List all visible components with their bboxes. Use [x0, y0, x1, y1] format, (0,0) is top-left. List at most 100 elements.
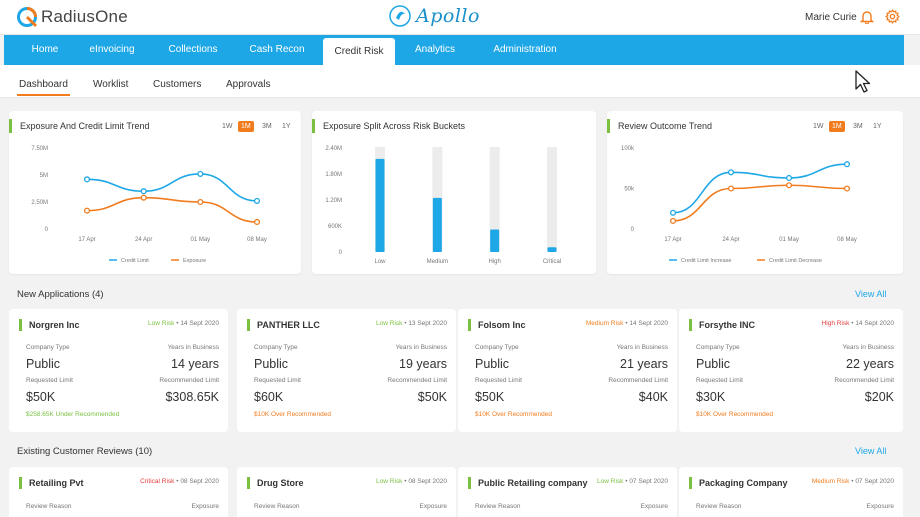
nav-einvoicing[interactable]: eInvoicing — [89, 44, 135, 55]
nav-cash-recon[interactable]: Cash Recon — [249, 44, 305, 55]
risk-date: Low Risk • 14 Sept 2020 — [148, 320, 219, 327]
range-1m[interactable]: 1M — [829, 121, 845, 132]
x-tick-label: 17 Apr — [78, 237, 95, 243]
risk-date: Low Risk • 07 Sept 2020 — [597, 478, 668, 485]
application-card[interactable]: Forsythe INC High Risk • 14 Sept 2020 Co… — [679, 309, 903, 432]
y-tick-label: 0 — [631, 227, 635, 233]
app-name: Apollo — [416, 5, 480, 27]
new-applications-title: New Applications (4) — [17, 289, 104, 300]
legend-label: Credit Limit Increase — [681, 258, 731, 264]
application-card[interactable]: PANTHER LLC Low Risk • 13 Sept 2020 Comp… — [237, 309, 456, 432]
exposure-credit-limit-card: Exposure And Credit Limit Trend 1W 1M 3M… — [9, 111, 301, 274]
review-outcome-chart: 100k 50k 0 17 Apr 24 Apr 01 May 08 May Credit L… — [621, 146, 857, 264]
data-point — [197, 198, 204, 206]
risk-badge: Low Risk — [148, 320, 175, 327]
years-label: Years in Business — [842, 344, 894, 351]
recommended-value: $20K — [864, 390, 894, 404]
company-name[interactable]: Packaging Company — [689, 477, 788, 489]
years-value: 21 years — [620, 357, 668, 371]
nav-home[interactable]: Home — [31, 44, 59, 55]
new-applications-view-all-link[interactable]: View All — [855, 289, 887, 299]
date: 08 Sept 2020 — [408, 478, 447, 485]
requested-value: $50K — [475, 390, 505, 404]
series-line — [86, 196, 258, 223]
radiusone-logo-icon — [17, 7, 38, 28]
range-1w[interactable]: 1W — [813, 123, 824, 130]
review-card[interactable]: Public Retailing company Low Risk • 07 S… — [458, 467, 677, 517]
risk-badge: Medium Risk — [811, 478, 850, 485]
range-1y[interactable]: 1Y — [873, 123, 882, 130]
bar — [490, 229, 500, 252]
y-tick-label: 0 — [339, 250, 343, 256]
review-reason-label: Review Reason — [254, 503, 300, 510]
range-1w[interactable]: 1W — [222, 123, 233, 130]
nav-collections[interactable]: Collections — [168, 44, 218, 55]
y-tick-label: 7.50M — [31, 146, 48, 152]
x-tick-label: 01 May — [190, 237, 210, 243]
nav-analytics[interactable]: Analytics — [414, 44, 455, 55]
nav-administration[interactable]: Administration — [493, 44, 557, 55]
company-type-label: Company Type — [475, 344, 519, 351]
y-tick-label: 600K — [328, 224, 342, 230]
application-card[interactable]: Folsom Inc Medium Risk • 14 Sept 2020 Co… — [458, 309, 677, 432]
company-name[interactable]: Norgren Inc — [19, 319, 80, 331]
years-label: Years in Business — [616, 344, 668, 351]
company-name[interactable]: Retailing Pvt — [19, 477, 84, 489]
bar-track — [547, 147, 557, 252]
x-tick-label: Critical — [543, 259, 561, 265]
recommendation-note: $10K Over Recommended — [254, 411, 331, 418]
series-line — [672, 184, 848, 222]
requested-label: Requested Limit — [475, 377, 522, 384]
tab-approvals[interactable]: Approvals — [226, 79, 271, 90]
data-point — [253, 218, 261, 226]
company-name[interactable]: Forsythe INC — [689, 319, 755, 331]
user-name[interactable]: Marie Curie — [805, 12, 857, 23]
company-type-value: Public — [26, 357, 61, 371]
tab-worklist[interactable]: Worklist — [93, 79, 129, 90]
requested-value: $30K — [696, 390, 726, 404]
risk-date: Medium Risk • 07 Sept 2020 — [811, 478, 894, 485]
company-name[interactable]: Public Retailing company — [468, 477, 588, 489]
x-tick-label: High — [488, 259, 500, 265]
years-value: 14 years — [171, 357, 219, 371]
review-card[interactable]: Retailing Pvt Critical Risk • 08 Sept 20… — [9, 467, 228, 517]
gear-icon[interactable] — [885, 9, 900, 24]
y-tick-label: 2.40M — [325, 146, 342, 152]
x-tick-label: 24 Apr — [135, 237, 152, 243]
company-name[interactable]: Folsom Inc — [468, 319, 526, 331]
date: 07 Sept 2020 — [629, 478, 668, 485]
recommended-value: $308.65K — [165, 390, 219, 404]
radiusone-logo[interactable]: RadiusOne — [16, 6, 128, 28]
bar-track — [489, 147, 500, 252]
application-card[interactable]: Norgren Inc Low Risk • 14 Sept 2020 Comp… — [9, 309, 228, 432]
bell-icon[interactable] — [860, 9, 874, 24]
y-tick-label: 100k — [621, 146, 635, 152]
main-nav: Home eInvoicing Collections Cash Recon C… — [4, 35, 904, 65]
range-3m[interactable]: 3M — [262, 123, 272, 130]
y-tick-label: 50k — [624, 187, 635, 193]
recommendation-note: $10K Over Recommended — [696, 411, 773, 418]
tab-customers[interactable]: Customers — [153, 79, 202, 90]
review-card[interactable]: Packaging Company Medium Risk • 07 Sept … — [679, 467, 903, 517]
exposure-split-card: Exposure Split Across Risk Buckets 2.40M… — [312, 111, 596, 274]
company-type-label: Company Type — [696, 344, 740, 351]
tab-dashboard[interactable]: Dashboard — [17, 79, 70, 96]
x-tick-label: 08 May — [837, 237, 857, 243]
company-name[interactable]: Drug Store — [247, 477, 304, 489]
company-name[interactable]: PANTHER LLC — [247, 319, 320, 331]
existing-reviews-view-all-link[interactable]: View All — [855, 446, 887, 456]
nav-credit-risk[interactable]: Credit Risk — [323, 38, 395, 65]
data-point — [785, 182, 793, 189]
range-1m[interactable]: 1M — [238, 121, 254, 132]
data-point — [785, 174, 793, 182]
recommendation-note: $258.65K Under Recommended — [26, 411, 120, 418]
date: 14 Sept 2020 — [629, 320, 668, 327]
recommended-label: Recommended Limit — [834, 377, 894, 384]
date: 07 Sept 2020 — [855, 478, 894, 485]
exposure-label: Exposure — [866, 503, 894, 510]
bar — [432, 197, 442, 252]
range-1y[interactable]: 1Y — [282, 123, 291, 130]
review-card[interactable]: Drug Store Low Risk • 08 Sept 2020 Revie… — [237, 467, 456, 517]
risk-badge: Medium Risk — [585, 320, 624, 327]
range-3m[interactable]: 3M — [853, 123, 863, 130]
